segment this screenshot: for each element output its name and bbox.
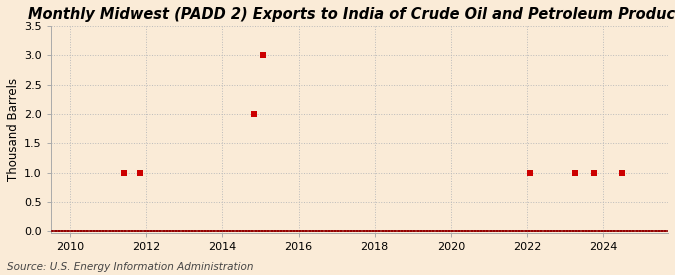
Title: Monthly Midwest (PADD 2) Exports to India of Crude Oil and Petroleum Products: Monthly Midwest (PADD 2) Exports to Indi… <box>28 7 675 22</box>
Text: Source: U.S. Energy Information Administration: Source: U.S. Energy Information Administ… <box>7 262 253 272</box>
Y-axis label: Thousand Barrels: Thousand Barrels <box>7 78 20 181</box>
